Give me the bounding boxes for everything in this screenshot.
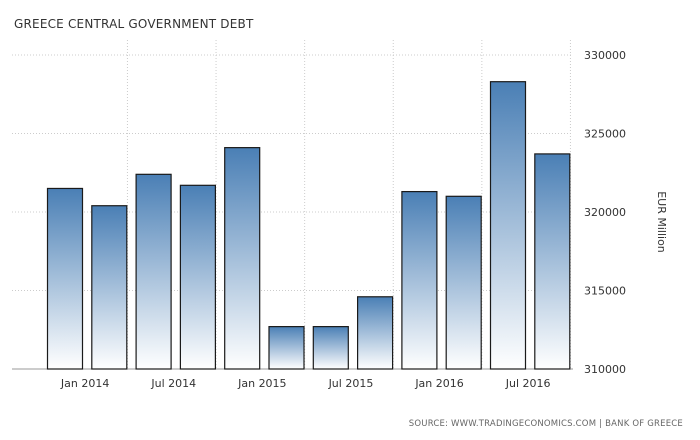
y-tick-label: 320000 <box>584 206 626 219</box>
y-axis-label: EUR Million <box>655 191 668 253</box>
bar-oct-2014[interactable] <box>179 184 216 370</box>
bar-jan-2016[interactable] <box>401 190 438 370</box>
y-axis: 310000 315000 320000 325000 330000 <box>584 49 626 376</box>
bar-apr-2014[interactable] <box>91 205 128 370</box>
x-axis: Jan 2014 Jul 2014 Jan 2015 Jul 2015 Jan 2016… <box>60 377 551 390</box>
y-tick-label: 325000 <box>584 128 626 141</box>
bar-apr-2016[interactable] <box>445 195 482 370</box>
x-tick-label: Jan 2014 <box>60 377 109 390</box>
source-note: SOURCE: WWW.TRADINGECONOMICS.COM | BANK … <box>409 419 683 429</box>
x-tick-label: Jan 2015 <box>237 377 286 390</box>
bar-oct-2015[interactable] <box>357 296 394 370</box>
chart-title: GREECE CENTRAL GOVERNMENT DEBT <box>14 17 254 31</box>
bar-jul-2016[interactable] <box>489 81 527 370</box>
bar-jan-2015[interactable] <box>224 147 261 370</box>
x-tick-label: Jul 2015 <box>328 377 374 390</box>
x-tick-label: Jul 2014 <box>150 377 196 390</box>
y-tick-label: 330000 <box>584 49 626 62</box>
bar-jan-2014[interactable] <box>46 187 84 370</box>
bar-jul-2015[interactable] <box>312 326 349 370</box>
bars <box>46 81 571 370</box>
bar-apr-2015[interactable] <box>268 326 305 370</box>
bar-oct-2016[interactable] <box>534 153 571 370</box>
x-tick-label: Jan 2016 <box>414 377 463 390</box>
bar-jul-2014[interactable] <box>135 173 172 370</box>
x-tick-label: Jul 2016 <box>505 377 551 390</box>
y-tick-label: 310000 <box>584 363 626 376</box>
y-tick-label: 315000 <box>584 285 626 298</box>
